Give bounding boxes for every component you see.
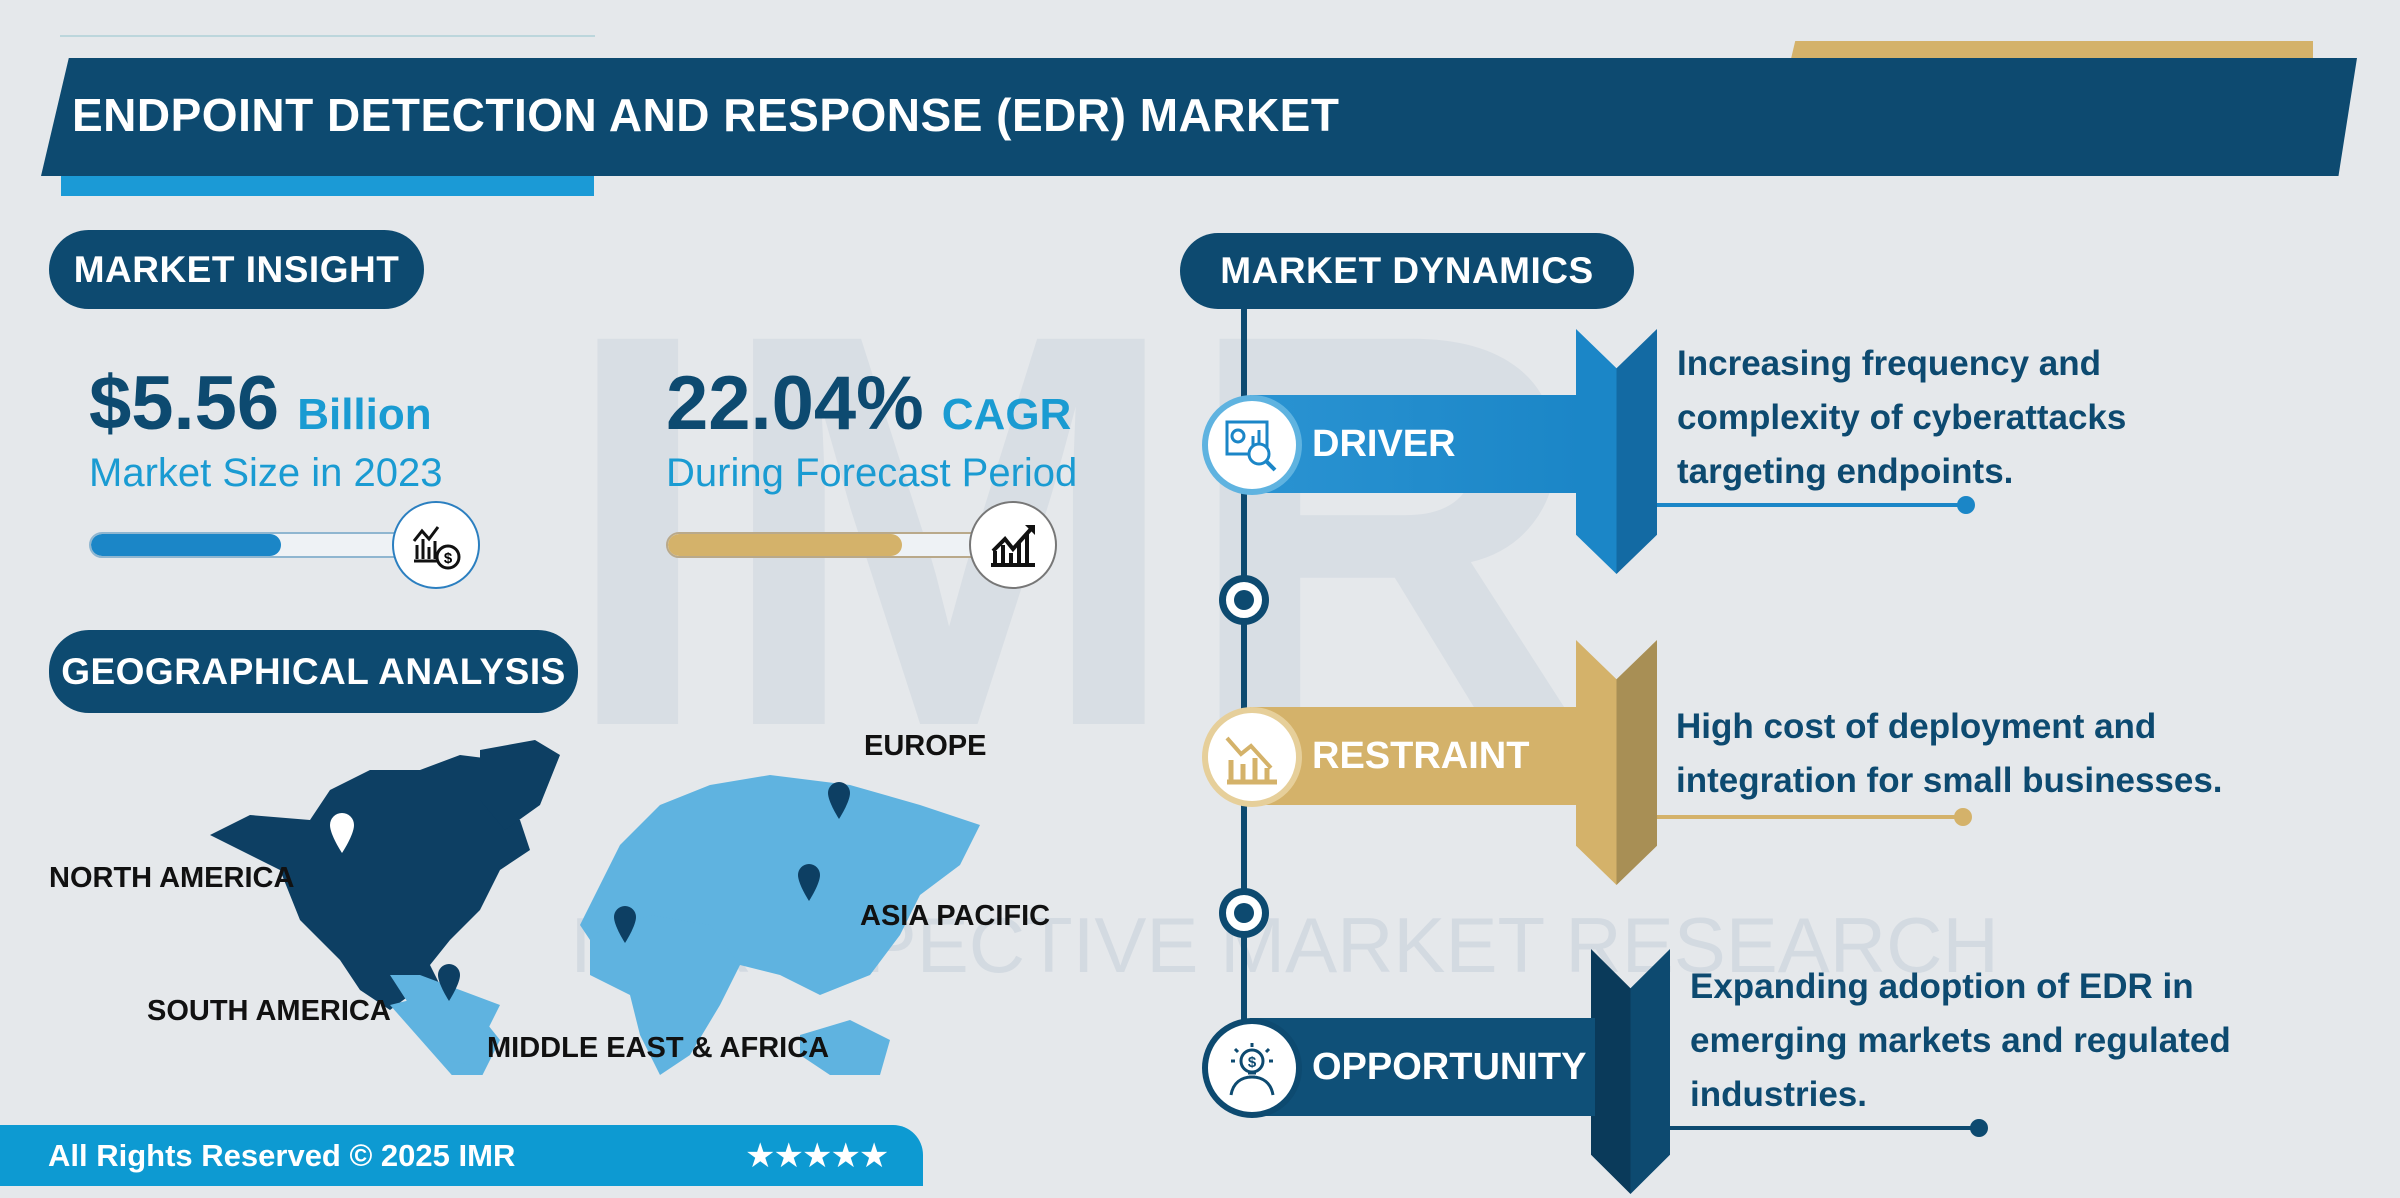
world-map	[210, 740, 980, 1075]
restraint-chevron	[1576, 640, 1657, 885]
cagr-unit: CAGR	[941, 390, 1072, 439]
region-label-europe: EUROPE	[864, 730, 987, 762]
market-size-unit: Billion	[297, 390, 432, 439]
declining-chart-icon	[1202, 707, 1302, 807]
opportunity-bar: OPPORTUNITY	[1250, 1018, 1595, 1116]
market-size-block: $5.56 Billion Market Size in 2023	[89, 360, 443, 496]
market-size-label: Market Size in 2023	[89, 451, 443, 495]
market-size-bar	[89, 532, 409, 558]
cagr-label: During Forecast Period	[666, 451, 1078, 495]
cagr-bar	[666, 532, 986, 558]
restraint-label: RESTRAINT	[1312, 734, 1530, 777]
market-dynamics-heading: MARKET DYNAMICS	[1180, 233, 1634, 309]
region-label-asia-pacific: ASIA PACIFIC	[860, 900, 1051, 932]
svg-text:$: $	[1248, 1054, 1257, 1071]
opportunity-description: Expanding adoption of EDR in emerging mar…	[1690, 967, 2231, 1114]
map-north-america	[210, 755, 530, 1010]
title-banner	[41, 58, 2357, 176]
region-label-south-america: SOUTH AMERICA	[147, 995, 391, 1027]
market-insight-heading: MARKET INSIGHT	[49, 230, 424, 309]
cagr-value: 22.04%	[666, 361, 924, 446]
location-pin-icon	[330, 813, 354, 853]
cagr-block: 22.04% CAGR During Forecast Period	[666, 360, 1077, 496]
analytics-icon	[1202, 395, 1302, 495]
map-africa	[590, 915, 740, 1075]
idea-dollar-icon: $	[1202, 1018, 1302, 1118]
page-title: ENDPOINT DETECTION AND RESPONSE (EDR) MA…	[72, 89, 1340, 141]
growth-chart-icon	[969, 501, 1057, 589]
restraint-pointer	[1657, 808, 1972, 826]
footer-bar: All Rights Reserved © 2025 IMR ★★★★★	[0, 1125, 923, 1186]
driver-label: DRIVER	[1312, 422, 1456, 465]
geo-heading: GEOGRAPHICAL ANALYSIS	[49, 630, 578, 713]
top-rule	[60, 35, 595, 37]
gold-accent	[1790, 41, 2313, 63]
timeline-node	[1219, 888, 1269, 938]
driver-pointer	[1657, 496, 1975, 514]
opportunity-chevron	[1591, 949, 1670, 1194]
restraint-bar: RESTRAINT	[1250, 707, 1580, 805]
timeline-line	[1241, 305, 1247, 1025]
map-greenland	[480, 740, 560, 830]
market-size-value: $5.56	[89, 361, 280, 446]
driver-description: Increasing frequency and complexity of cy…	[1677, 344, 2127, 491]
timeline-node	[1219, 575, 1269, 625]
map-south-america-lower	[390, 975, 500, 1065]
opportunity-label: OPPORTUNITY	[1312, 1045, 1587, 1088]
blue-accent	[61, 172, 594, 196]
rating-stars: ★★★★★	[745, 1136, 889, 1175]
map-australia	[800, 1020, 890, 1075]
location-pin-icon	[438, 782, 850, 1001]
region-label-north-america: NORTH AMERICA	[49, 862, 295, 894]
svg-text:$: $	[444, 550, 453, 567]
chart-dollar-icon: $	[392, 501, 480, 589]
footer-copyright: All Rights Reserved © 2025 IMR	[48, 1137, 516, 1173]
driver-chevron	[1576, 329, 1657, 574]
opportunity-pointer	[1670, 1119, 1988, 1137]
driver-bar: DRIVER	[1250, 395, 1580, 493]
restraint-description: High cost of deployment and integration f…	[1676, 707, 2223, 800]
region-label-mea: MIDDLE EAST & AFRICA	[487, 1032, 830, 1064]
